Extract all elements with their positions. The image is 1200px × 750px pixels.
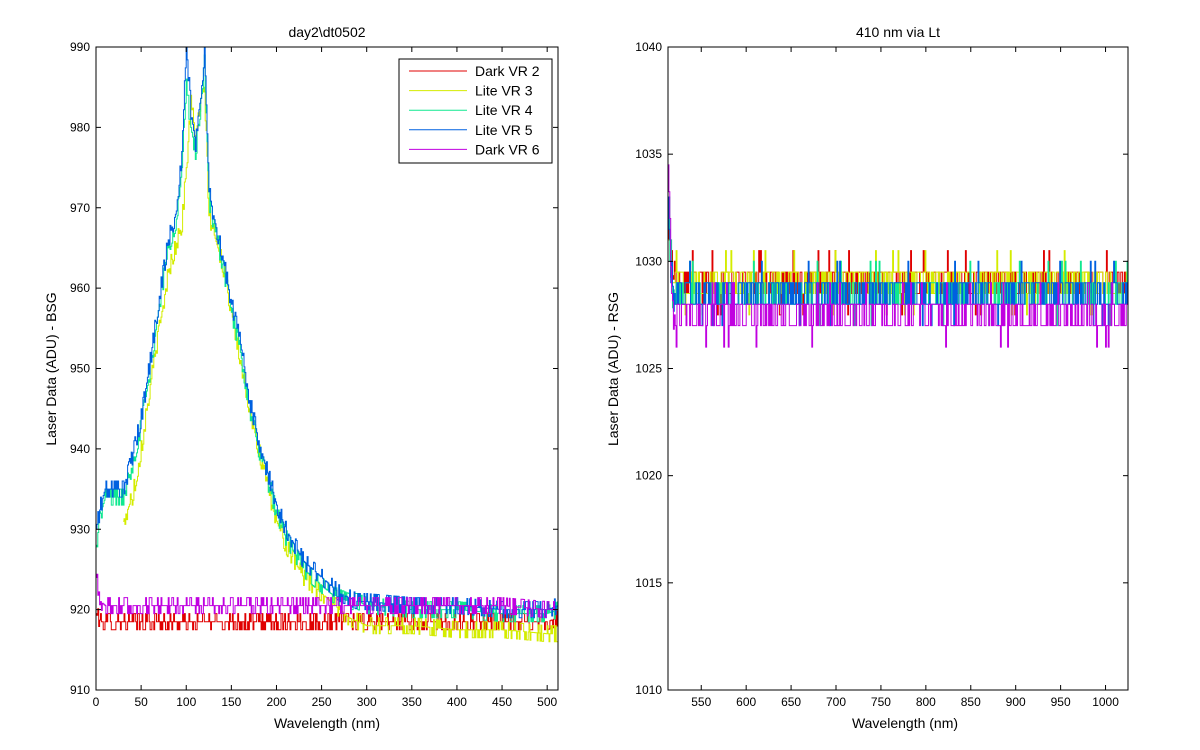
y-tick-label: 1035: [635, 147, 662, 161]
left-chart-y-axis-label: Laser Data (ADU) - BSG: [43, 292, 59, 445]
x-tick-label: 350: [402, 695, 422, 709]
x-tick-label: 250: [312, 695, 332, 709]
y-tick-label: 990: [70, 40, 90, 54]
left-chart-title: day2\dt0502: [288, 24, 365, 40]
y-tick-label: 950: [70, 362, 90, 376]
y-tick-label: 980: [70, 120, 90, 134]
legend-entry: Dark VR 6: [475, 141, 540, 157]
x-tick-label: 450: [492, 695, 512, 709]
x-tick-label: 400: [447, 695, 467, 709]
y-tick-label: 1040: [635, 40, 662, 54]
legend-box: [398, 58, 553, 164]
y-tick-label: 930: [70, 522, 90, 536]
series-line-dark-vr-6: [96, 573, 558, 618]
y-tick-label: 970: [70, 201, 90, 215]
x-tick-label: 0: [93, 695, 100, 709]
series-group: [96, 47, 558, 643]
y-tick-label: 1010: [635, 683, 662, 697]
y-tick-label: 960: [70, 281, 90, 295]
y-tick-label: 1020: [635, 469, 662, 483]
x-tick-label: 150: [221, 695, 241, 709]
x-tick-label: 100: [176, 695, 196, 709]
right-chart-title: 410 nm via Lt: [856, 24, 940, 40]
series-line-lite-vr-5: [96, 47, 558, 619]
right-chart: 410 nm via Lt Wavelength (nm) Laser Data…: [605, 24, 1129, 731]
legend-entry: Lite VR 3: [475, 83, 533, 99]
y-tick-label: 1015: [635, 576, 662, 590]
x-tick-label: 600: [736, 695, 756, 709]
right-chart-x-axis-label: Wavelength (nm): [852, 715, 958, 731]
x-tick-label: 900: [1006, 695, 1026, 709]
y-tick-label: 1025: [635, 362, 662, 376]
x-tick-label: 500: [537, 695, 557, 709]
x-tick-label: 300: [357, 695, 377, 709]
x-tick-label: 750: [871, 695, 891, 709]
x-tick-label: 650: [781, 695, 801, 709]
y-tick-label: 910: [70, 683, 90, 697]
x-tick-label: 550: [691, 695, 711, 709]
y-tick-label: 1030: [635, 254, 662, 268]
x-tick-label: 950: [1051, 695, 1071, 709]
legend-entry: Lite VR 4: [475, 102, 533, 118]
x-tick-label: 800: [916, 695, 936, 709]
legend: Dark VR 2 Lite VR 3 Lite VR 4 Lite VR 5 Dark…: [398, 58, 553, 164]
left-chart-x-axis-label: Wavelength (nm): [274, 715, 380, 731]
series-line-series-5: [668, 164, 1128, 348]
y-tick-label: 920: [70, 603, 90, 617]
x-tick-label: 200: [266, 695, 286, 709]
legend-entry: Lite VR 5: [475, 122, 533, 138]
legend-entry: Dark VR 2: [475, 63, 540, 79]
x-tick-label: 850: [961, 695, 981, 709]
x-tick-label: 700: [826, 695, 846, 709]
x-tick-label: 50: [134, 695, 148, 709]
right-chart-y-axis-label: Laser Data (ADU) - RSG: [605, 292, 621, 446]
left-chart: day2\dt0502 Wavelength (nm) Laser Data (…: [43, 24, 559, 731]
x-tick-label: 1000: [1092, 695, 1119, 709]
y-tick-label: 940: [70, 442, 90, 456]
series-group: [668, 164, 1128, 348]
